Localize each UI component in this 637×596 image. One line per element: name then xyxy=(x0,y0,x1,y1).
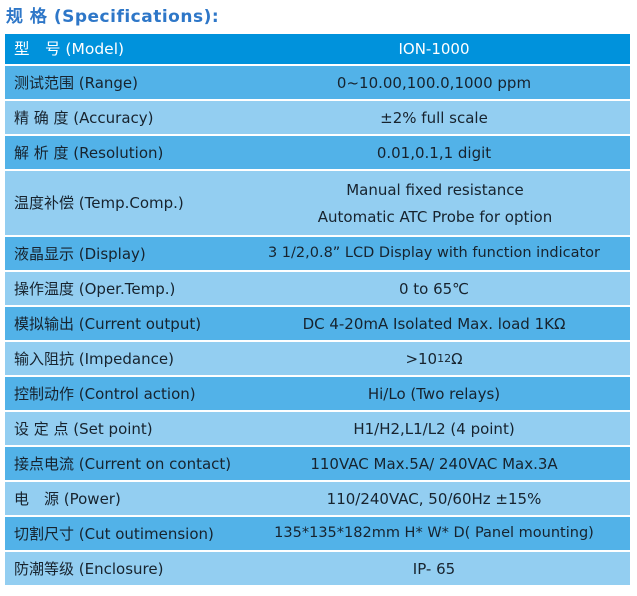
spec-label: 解 析 度 (Resolution) xyxy=(14,143,164,162)
impedance-unit: Ω xyxy=(451,349,463,368)
spec-value-impedance: >10 12 Ω xyxy=(405,349,463,368)
spec-value-multiline: Manual fixed resistance Automatic ATC Pr… xyxy=(240,171,630,235)
table-row-resolution: 解 析 度 (Resolution) 0.01,0.1,1 digit xyxy=(5,136,630,170)
table-row-temp-comp: 温度补偿 (Temp.Comp.) Manual fixed resistanc… xyxy=(5,171,630,236)
spec-label: 防潮等级 (Enclosure) xyxy=(14,559,164,578)
spec-value: 135*135*182mm H* W* D( Panel mounting) xyxy=(274,524,594,541)
spec-value: IP- 65 xyxy=(412,559,456,578)
specifications-table: 型 号 (Model) ION-1000 测试范围 (Range) 0~10.0… xyxy=(5,34,630,586)
spec-value: 0.01,0.1,1 digit xyxy=(376,143,492,162)
table-header-row: 型 号 (Model) ION-1000 xyxy=(5,34,630,65)
spec-label: 模拟输出 (Current output) xyxy=(14,314,202,333)
table-row-display: 液晶显示 (Display) 3 1/2,0.8” LCD Display wi… xyxy=(5,237,630,271)
spec-value: Hi/Lo (Two relays) xyxy=(367,384,501,403)
table-row-impedance: 输入阻抗 (Impedance) >10 12 Ω xyxy=(5,342,630,376)
spec-value: H1/H2,L1/L2 (4 point) xyxy=(353,419,515,438)
table-row-accuracy: 精 确 度 (Accuracy) ±2% full scale xyxy=(5,101,630,135)
spec-label: 液晶显示 (Display) xyxy=(14,244,146,263)
spec-label: 控制动作 (Control action) xyxy=(14,384,196,403)
spec-label: 精 确 度 (Accuracy) xyxy=(14,108,154,127)
table-row-power: 电 源 (Power) 110/240VAC, 50/60Hz ±15% xyxy=(5,482,630,516)
spec-value: 0 to 65℃ xyxy=(398,279,470,298)
table-row-range: 测试范围 (Range) 0~10.00,100.0,1000 ppm xyxy=(5,66,630,100)
table-row-control-action: 控制动作 (Control action) Hi/Lo (Two relays) xyxy=(5,377,630,411)
model-label: 型 号 (Model) xyxy=(14,39,125,58)
spec-label: 测试范围 (Range) xyxy=(14,73,139,92)
spec-value: 0~10.00,100.0,1000 ppm xyxy=(336,73,532,92)
spec-value: DC 4-20mA Isolated Max. load 1KΩ xyxy=(302,314,566,333)
table-row-current-output: 模拟输出 (Current output) DC 4-20mA Isolated… xyxy=(5,307,630,341)
table-row-current-on-contact: 接点电流 (Current on contact) 110VAC Max.5A/… xyxy=(5,447,630,481)
spec-value-line-2: Automatic ATC Probe for option xyxy=(317,207,553,226)
spec-label: 温度补偿 (Temp.Comp.) xyxy=(14,194,184,213)
spec-label: 接点电流 (Current on contact) xyxy=(14,454,232,473)
spec-label: 电 源 (Power) xyxy=(14,489,121,508)
table-row-enclosure: 防潮等级 (Enclosure) IP- 65 xyxy=(5,552,630,586)
spec-value-line-1: Manual fixed resistance xyxy=(346,180,524,199)
table-row-set-point: 设 定 点 (Set point) H1/H2,L1/L2 (4 point) xyxy=(5,412,630,446)
model-value: ION-1000 xyxy=(398,40,470,59)
spec-value: 110/240VAC, 50/60Hz ±15% xyxy=(326,489,542,508)
spec-label: 切割尺寸 (Cut outimension) xyxy=(14,524,214,543)
spec-value: ±2% full scale xyxy=(380,108,488,127)
spec-label: 输入阻抗 (Impedance) xyxy=(14,349,174,368)
table-row-oper-temp: 操作温度 (Oper.Temp.) 0 to 65℃ xyxy=(5,272,630,306)
impedance-base: >10 xyxy=(405,349,438,368)
spec-value: 110VAC Max.5A/ 240VAC Max.3A xyxy=(310,454,558,473)
spec-value: 3 1/2,0.8” LCD Display with function ind… xyxy=(267,244,601,261)
table-row-cut-dimension: 切割尺寸 (Cut outimension) 135*135*182mm H* … xyxy=(5,517,630,551)
spec-label: 操作温度 (Oper.Temp.) xyxy=(14,279,176,298)
spec-label: 设 定 点 (Set point) xyxy=(14,419,153,438)
page-title: 规 格 (Specifications): xyxy=(6,7,220,27)
